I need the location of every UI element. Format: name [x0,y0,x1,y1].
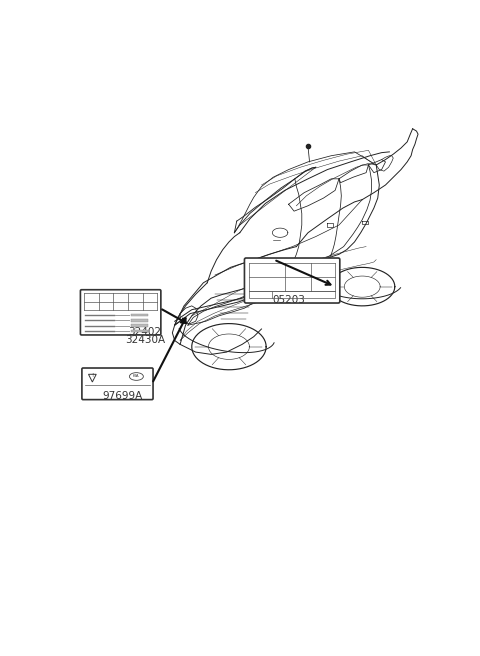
Text: 05203: 05203 [272,295,305,305]
Bar [131,319,148,321]
Text: !: ! [91,373,94,379]
Text: 97699A: 97699A [103,391,143,401]
Bar [249,291,335,298]
Text: KIA: KIA [133,375,140,379]
Bar [131,325,148,327]
FancyBboxPatch shape [244,258,340,303]
Text: 32402: 32402 [128,327,161,337]
FancyBboxPatch shape [82,368,153,400]
Bar [131,330,148,332]
Text: 32430A: 32430A [125,335,165,346]
Bar [131,314,148,316]
FancyBboxPatch shape [81,290,161,335]
